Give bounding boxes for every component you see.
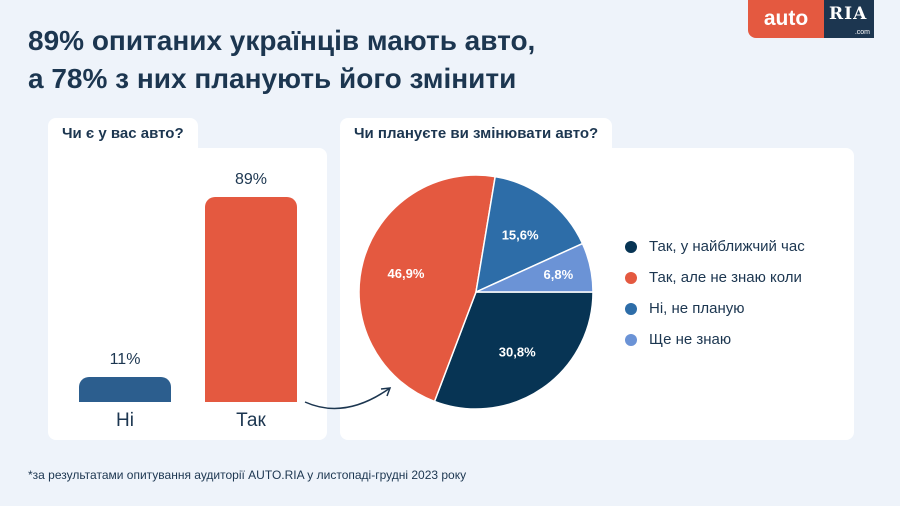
- bar-yes: [205, 197, 297, 402]
- logo-ria-block: RIA .com: [824, 0, 874, 38]
- bar-category-no: Ні: [116, 410, 134, 431]
- autoria-logo: auto RIA .com: [748, 0, 874, 38]
- title-line-2: а 78% з них планують його змінити: [28, 63, 517, 94]
- legend-item-unsure-when: Так, але не знаю коли: [625, 269, 802, 286]
- legend-dot-unsure-when: [625, 271, 637, 284]
- legend-item-dont-know: Ще не знаю: [625, 331, 731, 348]
- legend-dot-dont-know: [625, 333, 637, 346]
- bar-value-label-no: 11%: [109, 350, 141, 368]
- legend-label-dont-know: Ще не знаю: [649, 331, 732, 348]
- legend-dot-no: [625, 302, 637, 315]
- pie-chart-title: Чи плануєте ви змінювати авто?: [340, 118, 613, 148]
- legend-item-soon: Так, у найближчий час: [625, 238, 805, 255]
- legend-label-unsure-when: Так, але не знаю коли: [649, 269, 802, 286]
- legend-item-no: Ні, не планую: [625, 300, 745, 317]
- bar-chart-panel: 11% Ні 89% Так: [48, 148, 327, 440]
- legend-dot-soon: [625, 240, 637, 253]
- page-title: 89% опитаних українців мають авто, а 78%…: [28, 22, 535, 98]
- bar-value-label-yes: 89%: [234, 171, 268, 188]
- logo-com-text: .com: [854, 29, 870, 36]
- bar-category-yes: Так: [236, 410, 266, 431]
- logo-auto-text: auto: [748, 0, 824, 38]
- legend-label-soon: Так, у найближчий час: [649, 238, 805, 255]
- title-line-1: 89% опитаних українців мають авто,: [28, 25, 536, 56]
- legend-label-no: Ні, не планую: [649, 300, 745, 317]
- bar-no: [79, 376, 171, 402]
- logo-ria-text: RIA: [829, 4, 868, 24]
- pie-chart-panel: [340, 148, 854, 440]
- footnote: *за результатами опитування аудиторії AU…: [28, 468, 467, 482]
- bar-chart-title: Чи є у вас авто?: [48, 118, 198, 148]
